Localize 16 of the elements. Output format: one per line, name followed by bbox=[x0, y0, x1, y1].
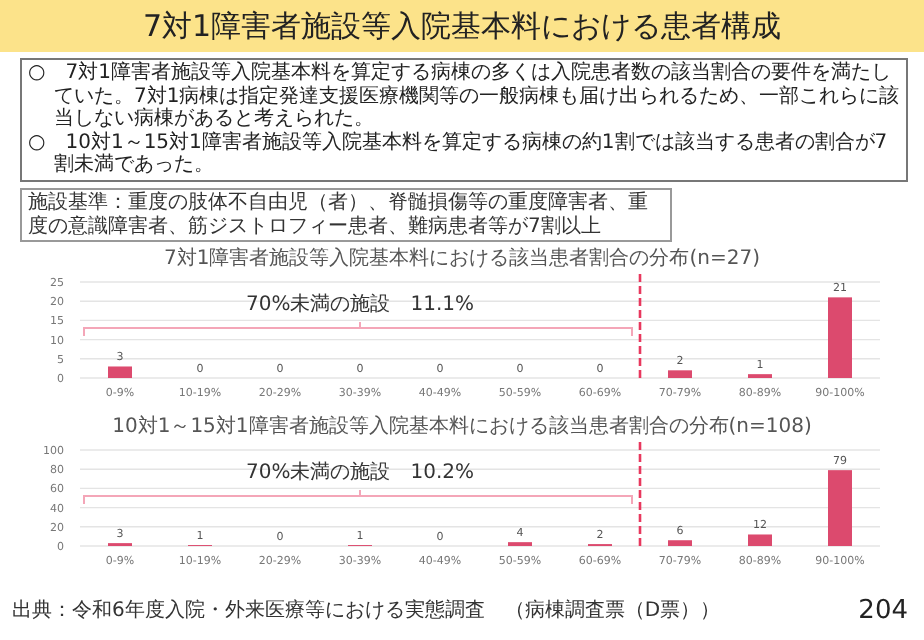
source-note: 出典：令和6年度入院・外来医療等における実態調査 （病棟調査票（D票）） bbox=[12, 600, 721, 624]
bar bbox=[108, 366, 132, 378]
text: 施設基準：重度の肢体不自由児（者）、脊髄損傷等の重度障害者、重度の意識障害者、筋ジストロフィー患者、難病患者等が7割以上 bbox=[20, 188, 672, 242]
bar bbox=[668, 540, 692, 546]
annotation: 70%未満の施設 10.2% bbox=[246, 460, 474, 484]
text: ○ 7対1障害者施設等入院基本料を算定する病棟の多くは入院患者数の該当割合の要件を満たしていた。7対1病棟は指定発達支援医療機関等の一般病棟も届け出られるため、一部これらに該当しない病棟があると考えられた。 bbox=[28, 62, 900, 131]
bar bbox=[828, 470, 852, 546]
text: 204 bbox=[858, 596, 908, 626]
chart-title: 10対1～15対1障害者施設等入院基本料における該当患者割合の分布(n=108) bbox=[112, 414, 812, 438]
annotation: 70%未満の施設 11.1% bbox=[246, 292, 474, 316]
bar bbox=[668, 370, 692, 378]
bar bbox=[748, 534, 772, 546]
chart-title: 7対1障害者施設等入院基本料における該当患者割合の分布(n=27) bbox=[164, 246, 761, 270]
text: 7対1障害者施設等入院基本料における患者構成 bbox=[0, 0, 924, 52]
bar bbox=[828, 297, 852, 378]
text: ○ 10対1～15対1障害者施設等入院基本料を算定する病棟の約1割では該当する患者の割合が7割未満であった。 bbox=[28, 131, 890, 177]
